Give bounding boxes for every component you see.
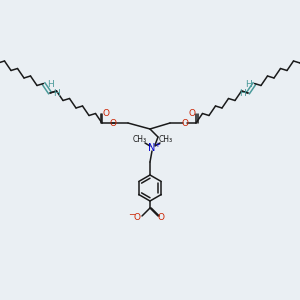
- Text: H: H: [52, 89, 59, 98]
- Text: O: O: [110, 118, 116, 127]
- Text: H: H: [238, 89, 245, 98]
- Text: −: −: [128, 211, 136, 220]
- Text: O: O: [158, 212, 164, 221]
- Text: CH₃: CH₃: [159, 136, 173, 145]
- Text: CH₃: CH₃: [133, 136, 147, 145]
- Text: H: H: [47, 80, 54, 89]
- Text: O: O: [182, 118, 188, 127]
- Text: O: O: [188, 110, 196, 118]
- Text: N: N: [148, 143, 156, 153]
- Text: +: +: [154, 142, 160, 148]
- Text: O: O: [103, 110, 110, 118]
- Text: O: O: [134, 212, 140, 221]
- Text: H: H: [245, 80, 252, 89]
